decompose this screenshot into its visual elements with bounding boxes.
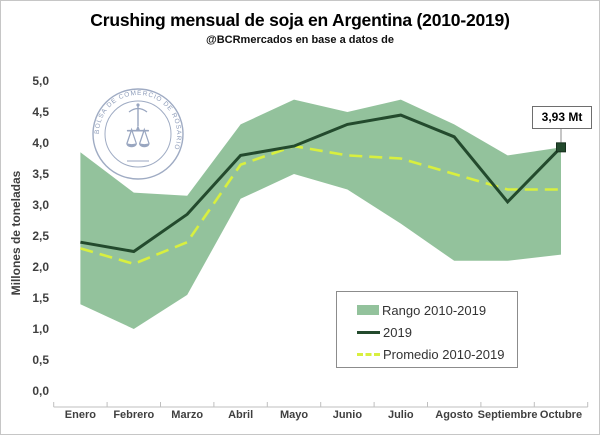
- svg-text:2,5: 2,5: [32, 229, 49, 243]
- legend-label: Promedio 2010-2019: [383, 346, 505, 362]
- legend-item-2019: 2019: [357, 321, 517, 343]
- svg-text:0,5: 0,5: [32, 353, 49, 367]
- legend-label: Rango 2010-2019: [382, 302, 487, 318]
- bcr-rosario-seal-logo: BOLSA DE COMERCIO DE ROSARIO ⚖: [92, 88, 184, 180]
- svg-text:Junio: Junio: [333, 409, 363, 421]
- range-band-swatch-icon: [357, 305, 379, 315]
- chart-title: Crushing mensual de soja en Argentina (2…: [90, 10, 510, 30]
- legend-item-range: Rango 2010-2019: [357, 299, 517, 321]
- svg-text:3,5: 3,5: [32, 167, 49, 181]
- legend-item-promedio: Promedio 2010-2019: [357, 343, 517, 365]
- svg-text:Marzo: Marzo: [171, 409, 203, 421]
- svg-text:3,0: 3,0: [32, 198, 49, 212]
- svg-text:Septiembre: Septiembre: [478, 409, 538, 421]
- line-2019-swatch-icon: [357, 330, 380, 334]
- chart-subtitle: @BCRmercados en base a datos de: [205, 34, 394, 46]
- svg-text:5,0: 5,0: [32, 74, 49, 88]
- svg-text:1,5: 1,5: [32, 291, 49, 305]
- svg-text:Enero: Enero: [65, 409, 96, 421]
- svg-text:Agosto: Agosto: [435, 409, 473, 421]
- svg-text:⚖: ⚖: [125, 120, 152, 155]
- data-label-callout: 3,93 Mt: [532, 106, 592, 129]
- svg-text:4,0: 4,0: [32, 136, 49, 150]
- svg-text:Julio: Julio: [388, 409, 414, 421]
- svg-text:0,0: 0,0: [32, 384, 49, 398]
- svg-text:1,0: 1,0: [32, 322, 49, 336]
- svg-text:Mayo: Mayo: [280, 409, 308, 421]
- svg-text:4,5: 4,5: [32, 105, 49, 119]
- svg-text:Febrero: Febrero: [113, 409, 154, 421]
- dashed-promedio-swatch-icon: [357, 352, 380, 356]
- caduceus-scales-icon: ⚖: [125, 103, 152, 162]
- svg-text:2,0: 2,0: [32, 260, 49, 274]
- svg-text:Abril: Abril: [228, 409, 253, 421]
- svg-text:Octubre: Octubre: [540, 409, 582, 421]
- legend-label: 2019: [383, 324, 412, 340]
- legend: Rango 2010-2019 2019 Promedio 2010-2019: [336, 291, 518, 368]
